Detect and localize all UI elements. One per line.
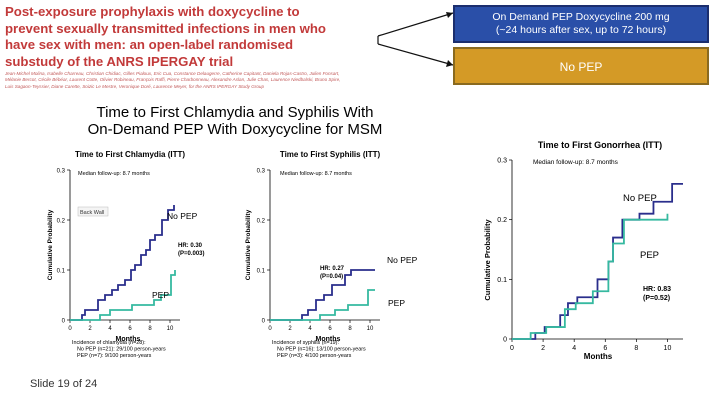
x-tick-label: 6	[328, 326, 332, 332]
x-tick-label: 10	[664, 345, 672, 352]
chart-title: Time to First Chlamydia (ITT)	[75, 150, 185, 159]
incidence-text: PEP (n=7): 9/100 person-years	[77, 353, 152, 359]
hazard-ratio-text: HR: 0.27	[320, 266, 345, 272]
no-pep-series-label: No PEP	[387, 255, 418, 265]
x-tick-label: 8	[634, 345, 638, 352]
gonorrhea-chart: Time to First Gonorrhea (ITT) Median foll…	[483, 140, 683, 361]
y-axis-label: Cumulative Probability	[483, 219, 492, 301]
paper-authors: Jean-Michel Molina, Isabelle Charreau, C…	[5, 71, 341, 89]
y-tick-label: 0.1	[257, 269, 266, 275]
x-axis-label: Months	[584, 352, 613, 361]
x-tick-label: 0	[510, 345, 514, 352]
pep-series-line	[70, 270, 176, 321]
x-tick-label: 2	[88, 326, 92, 332]
x-tick-label: 8	[148, 326, 152, 332]
y-tick-label: 0	[62, 319, 66, 325]
chart-title: Time to First Syphilis (ITT)	[280, 150, 381, 159]
x-tick-label: 2	[541, 345, 545, 352]
pep-series-label: PEP	[388, 298, 405, 308]
pep-callout-box: On Demand PEP Doxycycline 200 mg (~24 ho…	[453, 5, 709, 43]
slide-title-line-2: On-Demand PEP With Doxycycline for MSM	[87, 121, 383, 138]
x-axis-label: Months	[316, 336, 341, 343]
no-pep-series-line	[270, 269, 375, 321]
slide-title: Time to First Chlamydia and Syphilis Wit…	[80, 104, 390, 138]
annotation-text: Back Wall	[80, 210, 104, 216]
no-pep-callout-box: No PEP	[453, 47, 709, 85]
x-tick-label: 4	[108, 326, 112, 332]
x-tick-label: 0	[68, 326, 72, 332]
hazard-ratio-text: HR: 0.83	[643, 286, 671, 293]
y-tick-label: 0.3	[57, 169, 66, 175]
x-tick-label: 4	[572, 345, 576, 352]
chart-subtitle: Median follow-up: 8.7 months	[280, 171, 352, 177]
no-pep-series-label: No PEP	[167, 211, 198, 221]
x-tick-label: 6	[603, 345, 607, 352]
pep-series-label: PEP	[640, 250, 659, 261]
x-tick-label: 10	[367, 326, 374, 332]
y-axis-label: Cumulative Probability	[47, 209, 54, 280]
chart-subtitle: Median follow-up: 8.7 months	[533, 159, 619, 166]
chart-title: Time to First Gonorrhea (ITT)	[538, 140, 662, 150]
y-tick-label: 0.1	[497, 277, 507, 284]
pep-series-label: PEP	[152, 290, 169, 300]
x-tick-label: 2	[288, 326, 292, 332]
no-pep-callout-label: No PEP	[559, 60, 603, 74]
chart-subtitle: Median follow-up: 8.7 months	[78, 171, 150, 177]
pep-series-line	[512, 213, 669, 340]
hazard-ratio-text: (P=0.52)	[643, 295, 670, 302]
x-tick-label: 8	[348, 326, 352, 332]
no-pep-series-line	[70, 205, 175, 321]
incidence-text: PEP (n=3): 4/100 person-years	[277, 353, 352, 359]
y-axis-label: Cumulative Probability	[245, 209, 252, 280]
incidence-text: Incidence of chlamydia (n=28):	[72, 340, 146, 346]
slide-number: Slide 19 of 24	[30, 378, 98, 390]
pep-callout-line-1: On Demand PEP Doxycycline 200 mg	[492, 11, 670, 23]
y-tick-label: 0.2	[257, 219, 266, 225]
y-tick-label: 0	[503, 337, 507, 344]
x-axis-label: Months	[116, 336, 141, 343]
callout-arrows	[377, 12, 454, 67]
no-pep-series-label: No PEP	[623, 193, 657, 204]
y-tick-label: 0.1	[57, 269, 66, 275]
syphilis-chart: Time to First Syphilis (ITT) Median follo…	[245, 150, 418, 359]
hazard-ratio-text: (P=0.003)	[178, 251, 205, 257]
paper-title: Post-exposure prophylaxis with doxycycli…	[5, 4, 326, 69]
y-tick-label: 0.2	[497, 217, 507, 224]
y-tick-label: 0	[262, 319, 266, 325]
slide-title-line-1: Time to First Chlamydia and Syphilis Wit…	[96, 104, 374, 121]
chlamydia-chart: Time to First Chlamydia (ITT) Median foll…	[47, 150, 205, 359]
pep-callout-line-2: (~24 hours after sex, up to 72 hours)	[495, 24, 667, 36]
y-tick-label: 0.2	[57, 219, 66, 225]
pep-series-line	[270, 289, 375, 321]
x-tick-label: 10	[167, 326, 174, 332]
y-tick-label: 0.3	[497, 158, 507, 165]
incidence-text: No PEP (n=21): 29/100 person-years	[77, 347, 166, 353]
hazard-ratio-text: (P=0.04)	[320, 274, 343, 280]
y-tick-label: 0.3	[257, 169, 266, 175]
no-pep-series-line	[512, 182, 683, 340]
annotation-box	[77, 206, 109, 217]
incidence-text: No PEP (n=16): 13/100 person-years	[277, 347, 366, 353]
x-tick-label: 0	[268, 326, 272, 332]
x-tick-label: 6	[128, 326, 132, 332]
hazard-ratio-text: HR: 0.30	[178, 243, 203, 249]
x-tick-label: 4	[308, 326, 312, 332]
incidence-text: Incidence of syphilis (n=19):	[272, 340, 339, 346]
